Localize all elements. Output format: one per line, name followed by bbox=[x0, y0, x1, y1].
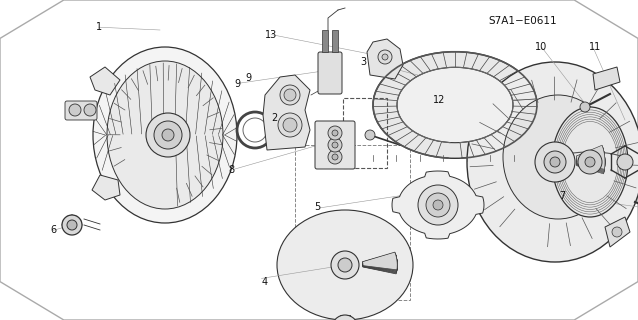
Circle shape bbox=[278, 113, 302, 137]
Circle shape bbox=[84, 104, 96, 116]
Text: 13: 13 bbox=[265, 30, 278, 40]
Ellipse shape bbox=[373, 52, 537, 158]
Ellipse shape bbox=[277, 210, 413, 320]
Circle shape bbox=[585, 157, 595, 167]
Ellipse shape bbox=[552, 107, 628, 217]
Circle shape bbox=[328, 150, 342, 164]
Polygon shape bbox=[363, 254, 397, 272]
Circle shape bbox=[332, 142, 338, 148]
Circle shape bbox=[62, 215, 82, 235]
Text: 6: 6 bbox=[50, 225, 56, 235]
Circle shape bbox=[162, 129, 174, 141]
Text: 3: 3 bbox=[360, 57, 367, 68]
Polygon shape bbox=[362, 253, 397, 271]
Circle shape bbox=[580, 102, 590, 112]
FancyBboxPatch shape bbox=[332, 30, 338, 52]
Ellipse shape bbox=[397, 67, 513, 143]
Circle shape bbox=[612, 227, 622, 237]
Text: 8: 8 bbox=[228, 164, 234, 175]
Ellipse shape bbox=[107, 61, 223, 209]
Circle shape bbox=[578, 150, 602, 174]
Circle shape bbox=[328, 126, 342, 140]
Polygon shape bbox=[362, 253, 397, 270]
Text: 7: 7 bbox=[560, 191, 566, 201]
Circle shape bbox=[365, 130, 375, 140]
Polygon shape bbox=[576, 147, 605, 171]
Text: 9: 9 bbox=[246, 73, 252, 84]
Polygon shape bbox=[363, 255, 397, 273]
Polygon shape bbox=[363, 256, 397, 274]
FancyBboxPatch shape bbox=[322, 30, 328, 52]
Circle shape bbox=[332, 315, 358, 320]
Polygon shape bbox=[576, 145, 605, 169]
FancyBboxPatch shape bbox=[315, 121, 355, 169]
Text: 2: 2 bbox=[271, 113, 278, 124]
Polygon shape bbox=[363, 255, 397, 273]
Circle shape bbox=[550, 157, 560, 167]
Circle shape bbox=[378, 50, 392, 64]
Circle shape bbox=[154, 121, 182, 149]
Polygon shape bbox=[577, 149, 605, 173]
Polygon shape bbox=[362, 254, 397, 272]
Circle shape bbox=[544, 151, 566, 173]
Text: 4: 4 bbox=[262, 276, 268, 287]
Text: 1: 1 bbox=[96, 22, 102, 32]
Polygon shape bbox=[576, 146, 605, 170]
Polygon shape bbox=[263, 75, 310, 150]
Polygon shape bbox=[362, 252, 397, 270]
Text: 10: 10 bbox=[535, 42, 547, 52]
Polygon shape bbox=[92, 175, 120, 200]
Text: 9: 9 bbox=[234, 79, 241, 89]
Circle shape bbox=[418, 185, 458, 225]
Ellipse shape bbox=[93, 47, 237, 223]
Polygon shape bbox=[577, 150, 605, 174]
Circle shape bbox=[426, 193, 450, 217]
Circle shape bbox=[146, 113, 190, 157]
Polygon shape bbox=[605, 217, 630, 247]
Text: 12: 12 bbox=[433, 95, 445, 105]
FancyBboxPatch shape bbox=[340, 315, 350, 320]
Polygon shape bbox=[90, 67, 120, 95]
Text: 11: 11 bbox=[588, 42, 601, 52]
Polygon shape bbox=[593, 67, 620, 90]
Text: 5: 5 bbox=[314, 202, 320, 212]
Circle shape bbox=[328, 138, 342, 152]
Circle shape bbox=[332, 130, 338, 136]
Circle shape bbox=[433, 200, 443, 210]
Circle shape bbox=[284, 89, 296, 101]
Polygon shape bbox=[577, 148, 605, 172]
Circle shape bbox=[280, 85, 300, 105]
Polygon shape bbox=[367, 39, 403, 79]
Polygon shape bbox=[392, 171, 484, 239]
FancyBboxPatch shape bbox=[65, 101, 97, 120]
Circle shape bbox=[331, 251, 359, 279]
Circle shape bbox=[617, 154, 633, 170]
Text: S7A1−E0611: S7A1−E0611 bbox=[489, 16, 558, 26]
Circle shape bbox=[283, 118, 297, 132]
Circle shape bbox=[67, 220, 77, 230]
Circle shape bbox=[382, 54, 388, 60]
Circle shape bbox=[69, 104, 81, 116]
FancyBboxPatch shape bbox=[318, 52, 342, 94]
Ellipse shape bbox=[467, 62, 638, 262]
Ellipse shape bbox=[503, 95, 613, 219]
Circle shape bbox=[535, 142, 575, 182]
Polygon shape bbox=[577, 148, 605, 172]
Circle shape bbox=[338, 258, 352, 272]
Circle shape bbox=[332, 154, 338, 160]
